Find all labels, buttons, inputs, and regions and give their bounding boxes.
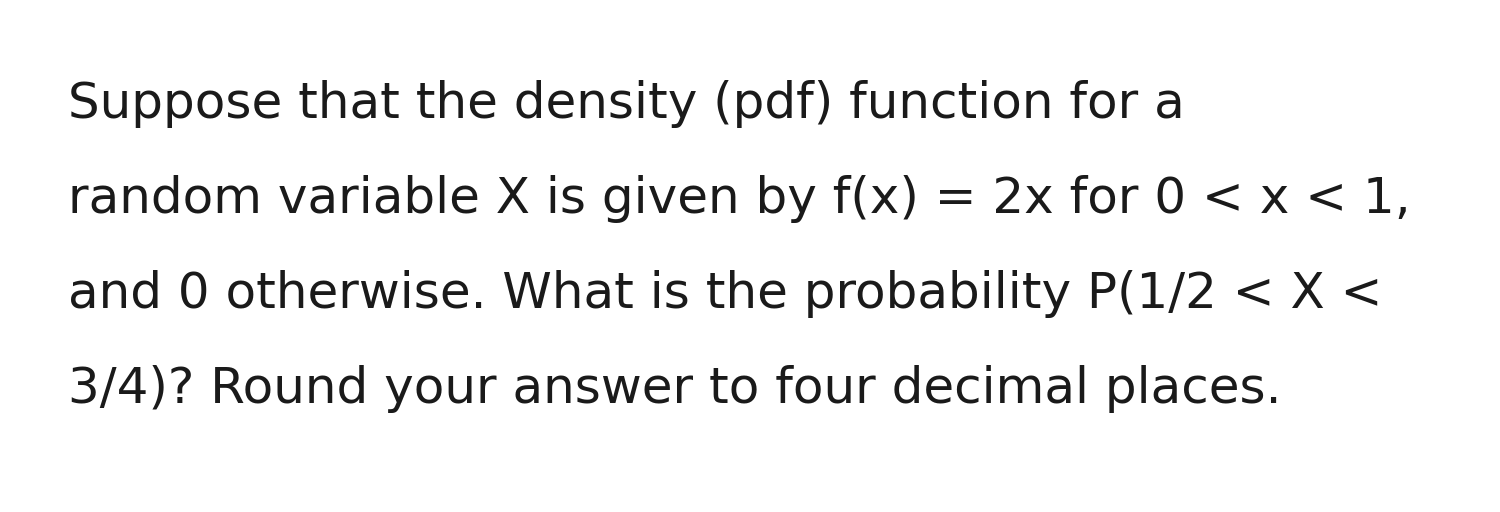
Text: 3/4)? Round your answer to four decimal places.: 3/4)? Round your answer to four decimal … (68, 365, 1281, 413)
Text: Suppose that the density (pdf) function for a: Suppose that the density (pdf) function … (68, 80, 1185, 128)
Text: and 0 otherwise. What is the probability P(1/2 < X <: and 0 otherwise. What is the probability… (68, 270, 1383, 318)
Text: random variable X is given by f(x) = 2x for 0 < x < 1,: random variable X is given by f(x) = 2x … (68, 175, 1410, 223)
